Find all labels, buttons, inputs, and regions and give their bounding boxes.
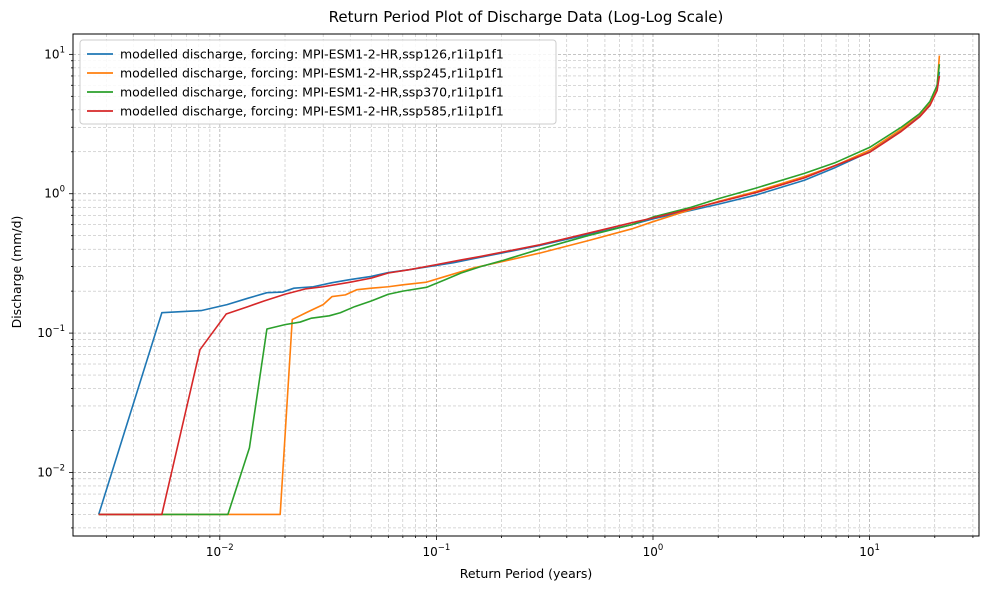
y-tick-label: 101 [44, 45, 65, 61]
series-lines [97, 55, 941, 516]
y-axis-label: Discharge (mm/d) [9, 216, 24, 329]
series-line-2 [98, 55, 941, 516]
y-tick-label: 10−1 [37, 324, 65, 340]
y-tick-label: 100 [44, 185, 65, 201]
legend-entry-label: modelled discharge, forcing: MPI-ESM1-2-… [120, 104, 504, 119]
plot-frame [72, 33, 980, 537]
legend-entry-label: modelled discharge, forcing: MPI-ESM1-2-… [120, 66, 504, 81]
x-tick-label: 101 [859, 543, 880, 559]
legend: modelled discharge, forcing: MPI-ESM1-2-… [79, 39, 557, 125]
legend-box [79, 39, 557, 125]
series-line-3 [98, 64, 941, 516]
legend-entry-label: modelled discharge, forcing: MPI-ESM1-2-… [120, 47, 504, 62]
series-line-4 [98, 75, 941, 516]
x-axis-label: Return Period (years) [460, 566, 593, 581]
x-tick-label: 10−1 [422, 543, 450, 559]
x-tick-label: 10−2 [206, 543, 234, 559]
ticks: 10−2 10−1 100 101 10−2 10−1 100 101 [37, 45, 974, 559]
y-tick-label: 10−2 [37, 463, 65, 479]
x-tick-label: 100 [643, 543, 664, 559]
chart-title: Return Period Plot of Discharge Data (Lo… [329, 8, 724, 26]
legend-entry-label: modelled discharge, forcing: MPI-ESM1-2-… [120, 85, 504, 100]
